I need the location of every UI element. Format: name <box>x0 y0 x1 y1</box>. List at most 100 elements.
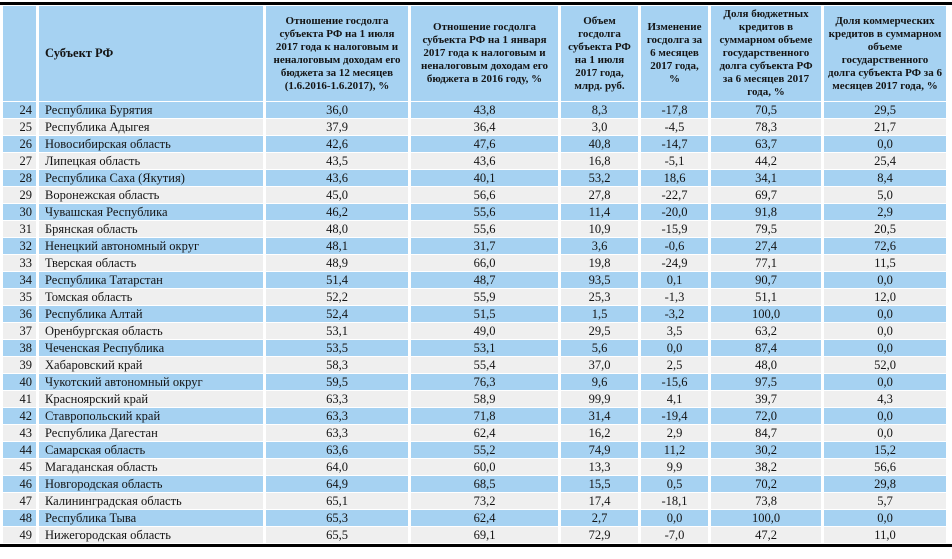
cell-debt-volume: 17,4 <box>561 493 638 509</box>
cell-commercial-credit-share: 0,0 <box>824 510 946 526</box>
cell-row-number: 45 <box>3 459 36 475</box>
table-row: 26 Новосибирская область 42,6 47,6 40,8 … <box>3 136 946 152</box>
cell-region-name: Томская область <box>39 289 263 305</box>
cell-budget-credit-share: 78,3 <box>711 119 821 135</box>
table-row: 46 Новгородская область 64,9 68,5 15,5 0… <box>3 476 946 492</box>
cell-debt-volume: 29,5 <box>561 323 638 339</box>
cell-debt-ratio-january: 43,8 <box>411 102 558 118</box>
cell-commercial-credit-share: 0,0 <box>824 136 946 152</box>
cell-debt-ratio-january: 55,6 <box>411 221 558 237</box>
cell-region-name: Чеченская Республика <box>39 340 263 356</box>
cell-commercial-credit-share: 0,0 <box>824 425 946 441</box>
cell-debt-ratio-january: 76,3 <box>411 374 558 390</box>
cell-debt-ratio-january: 71,8 <box>411 408 558 424</box>
cell-debt-ratio-july: 65,5 <box>266 527 408 543</box>
cell-budget-credit-share: 91,8 <box>711 204 821 220</box>
cell-debt-change: 9,9 <box>641 459 708 475</box>
cell-debt-ratio-january: 55,9 <box>411 289 558 305</box>
cell-region-name: Калининградская область <box>39 493 263 509</box>
cell-debt-ratio-july: 36,0 <box>266 102 408 118</box>
cell-debt-volume: 1,5 <box>561 306 638 322</box>
cell-debt-change: 11,2 <box>641 442 708 458</box>
cell-debt-ratio-january: 73,2 <box>411 493 558 509</box>
cell-debt-ratio-july: 64,9 <box>266 476 408 492</box>
cell-debt-volume: 93,5 <box>561 272 638 288</box>
table-row: 37 Оренбургская область 53,1 49,0 29,5 3… <box>3 323 946 339</box>
cell-debt-change: 3,5 <box>641 323 708 339</box>
cell-budget-credit-share: 72,0 <box>711 408 821 424</box>
table-row: 47 Калининградская область 65,1 73,2 17,… <box>3 493 946 509</box>
cell-commercial-credit-share: 5,0 <box>824 187 946 203</box>
cell-debt-ratio-july: 65,3 <box>266 510 408 526</box>
cell-row-number: 28 <box>3 170 36 186</box>
col-header-region: Субъект РФ <box>39 6 263 101</box>
cell-debt-ratio-january: 43,6 <box>411 153 558 169</box>
cell-region-name: Ставропольский край <box>39 408 263 424</box>
col-header-debt-change: Изменение госдолга за 6 месяцев 2017 год… <box>641 6 708 101</box>
cell-debt-ratio-july: 63,3 <box>266 425 408 441</box>
regional-debt-table: Субъект РФ Отношение госдолга субъекта Р… <box>0 5 949 544</box>
cell-debt-ratio-january: 62,4 <box>411 425 558 441</box>
cell-region-name: Республика Тыва <box>39 510 263 526</box>
table-row: 43 Республика Дагестан 63,3 62,4 16,2 2,… <box>3 425 946 441</box>
cell-debt-ratio-july: 48,0 <box>266 221 408 237</box>
top-rule <box>0 2 952 5</box>
cell-commercial-credit-share: 0,0 <box>824 323 946 339</box>
table-row: 34 Республика Татарстан 51,4 48,7 93,5 0… <box>3 272 946 288</box>
cell-commercial-credit-share: 20,5 <box>824 221 946 237</box>
col-header-debt-ratio-january: Отношение госдолга субъекта РФ на 1 янва… <box>411 6 558 101</box>
cell-debt-volume: 8,3 <box>561 102 638 118</box>
cell-commercial-credit-share: 0,0 <box>824 340 946 356</box>
table-row: 35 Томская область 52,2 55,9 25,3 -1,3 5… <box>3 289 946 305</box>
cell-budget-credit-share: 97,5 <box>711 374 821 390</box>
bottom-rule <box>0 544 952 547</box>
table-row: 31 Брянская область 48,0 55,6 10,9 -15,9… <box>3 221 946 237</box>
cell-region-name: Чувашская Республика <box>39 204 263 220</box>
cell-budget-credit-share: 77,1 <box>711 255 821 271</box>
cell-commercial-credit-share: 5,7 <box>824 493 946 509</box>
cell-commercial-credit-share: 0,0 <box>824 408 946 424</box>
cell-region-name: Ненецкий автономный округ <box>39 238 263 254</box>
cell-debt-change: -20,0 <box>641 204 708 220</box>
cell-region-name: Республика Алтай <box>39 306 263 322</box>
cell-debt-volume: 31,4 <box>561 408 638 424</box>
col-header-debt-ratio-july: Отношение госдолга субъекта РФ на 1 июля… <box>266 6 408 101</box>
cell-row-number: 27 <box>3 153 36 169</box>
cell-region-name: Тверская область <box>39 255 263 271</box>
cell-commercial-credit-share: 12,0 <box>824 289 946 305</box>
cell-debt-ratio-january: 62,4 <box>411 510 558 526</box>
table-row: 25 Республика Адыгея 37,9 36,4 3,0 -4,5 … <box>3 119 946 135</box>
cell-debt-volume: 16,8 <box>561 153 638 169</box>
cell-budget-credit-share: 79,5 <box>711 221 821 237</box>
cell-row-number: 41 <box>3 391 36 407</box>
cell-debt-change: -4,5 <box>641 119 708 135</box>
cell-budget-credit-share: 87,4 <box>711 340 821 356</box>
cell-debt-change: -3,2 <box>641 306 708 322</box>
cell-debt-ratio-january: 51,5 <box>411 306 558 322</box>
cell-commercial-credit-share: 11,0 <box>824 527 946 543</box>
cell-debt-change: -7,0 <box>641 527 708 543</box>
cell-budget-credit-share: 90,7 <box>711 272 821 288</box>
cell-debt-volume: 74,9 <box>561 442 638 458</box>
cell-debt-volume: 27,8 <box>561 187 638 203</box>
cell-row-number: 44 <box>3 442 36 458</box>
table-row: 49 Нижегородская область 65,5 69,1 72,9 … <box>3 527 946 543</box>
cell-row-number: 31 <box>3 221 36 237</box>
cell-debt-ratio-july: 45,0 <box>266 187 408 203</box>
table-row: 40 Чукотский автономный округ 59,5 76,3 … <box>3 374 946 390</box>
cell-debt-ratio-january: 56,6 <box>411 187 558 203</box>
table-row: 28 Республика Саха (Якутия) 43,6 40,1 53… <box>3 170 946 186</box>
table-row: 24 Республика Бурятия 36,0 43,8 8,3 -17,… <box>3 102 946 118</box>
cell-budget-credit-share: 51,1 <box>711 289 821 305</box>
cell-row-number: 34 <box>3 272 36 288</box>
cell-budget-credit-share: 44,2 <box>711 153 821 169</box>
cell-debt-ratio-july: 63,3 <box>266 408 408 424</box>
cell-commercial-credit-share: 0,0 <box>824 306 946 322</box>
cell-row-number: 49 <box>3 527 36 543</box>
cell-commercial-credit-share: 11,5 <box>824 255 946 271</box>
cell-region-name: Оренбургская область <box>39 323 263 339</box>
cell-debt-volume: 37,0 <box>561 357 638 373</box>
cell-debt-ratio-july: 65,1 <box>266 493 408 509</box>
cell-commercial-credit-share: 29,8 <box>824 476 946 492</box>
cell-row-number: 46 <box>3 476 36 492</box>
